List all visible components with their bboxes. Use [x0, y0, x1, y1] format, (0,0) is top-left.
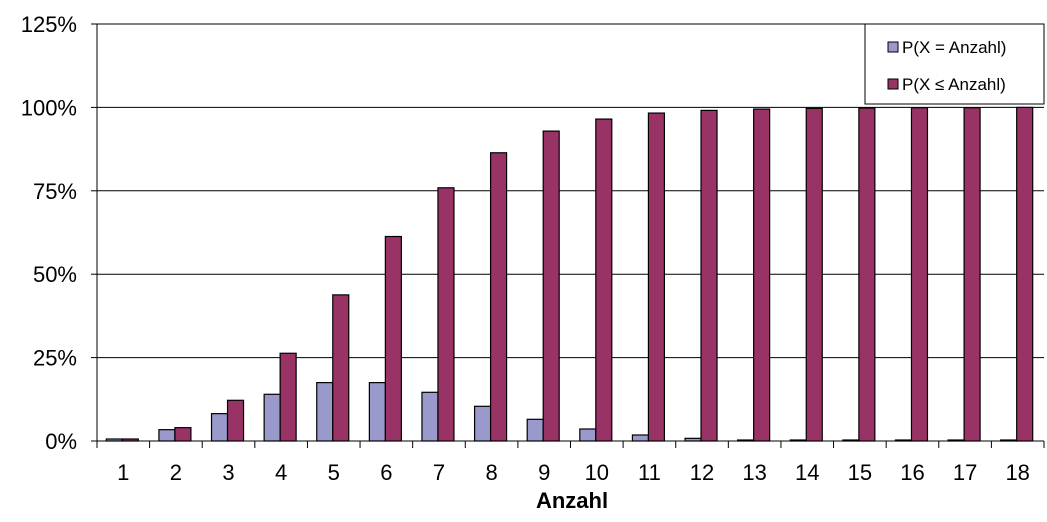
x-tick-label: 4	[275, 460, 287, 485]
x-tick-label: 7	[433, 460, 445, 485]
y-tick-label: 0%	[45, 429, 77, 454]
x-tick-label: 3	[222, 460, 234, 485]
x-tick-label: 11	[638, 460, 661, 485]
bar-p-cumulative	[437, 187, 455, 442]
x-tick-label: 6	[380, 460, 392, 485]
bar-p-equal	[158, 429, 176, 442]
bar-p-cumulative	[963, 107, 981, 442]
x-tick-label: 15	[848, 460, 872, 485]
bar-p-equal	[210, 413, 229, 442]
y-tick-label: 50%	[33, 262, 77, 287]
axes	[96, 24, 1045, 448]
y-tick-label: 75%	[33, 179, 77, 204]
bar-p-cumulative	[226, 399, 245, 442]
bar-p-equal	[526, 418, 544, 442]
bar-p-equal	[316, 382, 334, 442]
y-tick-label: 25%	[33, 346, 77, 371]
bar-p-cumulative	[542, 130, 560, 442]
bar-p-equal	[263, 393, 281, 442]
x-axis-title: Anzahl	[536, 488, 608, 513]
y-tick-label: 100%	[21, 95, 77, 120]
x-tick-label: 8	[485, 460, 497, 485]
bars	[105, 106, 1034, 442]
bar-p-cumulative	[1016, 106, 1034, 442]
x-tick-label: 5	[328, 460, 340, 485]
bar-p-cumulative	[753, 108, 771, 442]
bar-p-equal	[631, 434, 650, 442]
bar-p-cumulative	[489, 152, 508, 442]
legend-swatch	[887, 41, 899, 53]
bar-p-cumulative	[910, 107, 929, 442]
x-tick-label: 2	[170, 460, 182, 485]
bar-p-cumulative	[858, 107, 876, 442]
x-tick-label: 18	[1005, 460, 1029, 485]
legend-label: P(X ≤ Anzahl)	[902, 75, 1006, 94]
x-tick-label: 14	[795, 460, 819, 485]
x-tick-label: 12	[690, 460, 714, 485]
x-tick-labels: 1 2 3 4 5 6 7 8 9 10 11 12 13 14 15 16 17 18	[117, 460, 1030, 485]
bar-p-cumulative	[647, 112, 666, 442]
bar-p-equal	[421, 391, 439, 442]
legend-box	[864, 23, 1045, 105]
x-tick-label: 10	[585, 460, 609, 485]
bar-p-cumulative	[174, 427, 192, 442]
x-tick-label: 17	[953, 460, 977, 485]
legend-label: P(X = Anzahl)	[902, 38, 1006, 57]
bar-p-cumulative	[595, 118, 613, 442]
y-tick-labels: 0% 25% 50% 75% 100% 125%	[21, 12, 77, 454]
y-tick-label: 125%	[21, 12, 77, 37]
x-tick-label: 16	[900, 460, 924, 485]
bar-p-cumulative	[700, 109, 718, 442]
legend-swatch	[887, 78, 899, 90]
bar-p-equal	[368, 382, 386, 442]
bar-p-equal	[579, 428, 597, 442]
bar-p-cumulative	[805, 107, 823, 442]
bar-p-cumulative	[279, 352, 297, 442]
x-tick-label: 1	[117, 460, 129, 485]
bar-p-cumulative	[384, 235, 402, 442]
x-tick-label: 9	[538, 460, 550, 485]
bar-p-cumulative	[332, 294, 350, 442]
legend: P(X = Anzahl) P(X ≤ Anzahl)	[864, 23, 1045, 105]
bar-p-equal	[473, 405, 492, 442]
x-tick-label: 13	[742, 460, 766, 485]
